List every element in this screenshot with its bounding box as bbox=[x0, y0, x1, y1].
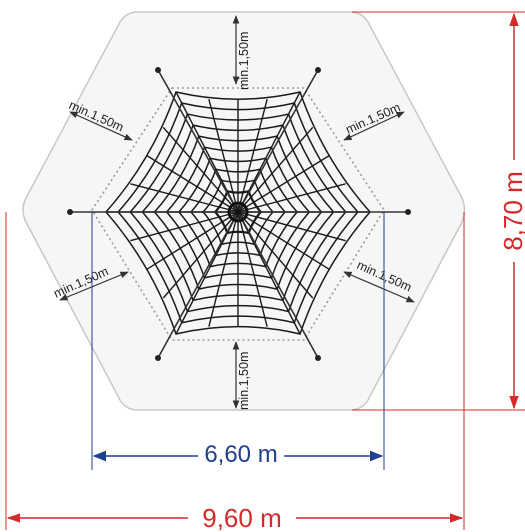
net-radial-rope bbox=[208, 99, 239, 213]
net-radial-rope bbox=[130, 183, 239, 213]
clearance-arrows bbox=[59, 15, 415, 409]
net-radial-rope bbox=[175, 91, 239, 213]
net-radial-rope bbox=[237, 211, 314, 299]
outer-height-label: 8,70 m bbox=[498, 171, 525, 251]
net-radial-rope bbox=[162, 211, 239, 299]
outer-width-label: 9,60 m bbox=[202, 503, 282, 532]
inner-width-label: 6,60 m bbox=[204, 441, 277, 468]
net-radial-rope bbox=[130, 211, 239, 242]
equipment-footprint-dotted bbox=[91, 87, 385, 341]
inner-width-dimension bbox=[91, 212, 385, 470]
center-ring bbox=[227, 201, 249, 223]
net-radial-rope bbox=[162, 126, 239, 213]
outer-height-dimension bbox=[352, 11, 525, 411]
net-radial-rope bbox=[146, 211, 239, 270]
net-radial-rope bbox=[146, 155, 239, 213]
outer-width-dimension bbox=[5, 212, 465, 530]
net-radial-rope bbox=[237, 211, 268, 327]
mast-anchors bbox=[67, 67, 411, 361]
clearance-label-bottom: min.1,50m bbox=[237, 352, 251, 410]
net-radial-rope bbox=[237, 155, 330, 213]
net-radial-rope bbox=[237, 126, 314, 213]
net-radial-rope bbox=[237, 99, 268, 213]
mast-arms bbox=[70, 69, 408, 359]
net-radial-rope bbox=[237, 91, 301, 213]
net-radial-rope bbox=[237, 211, 330, 270]
net-radial-rope bbox=[208, 211, 239, 327]
net-radial-rope bbox=[237, 183, 346, 213]
clearance-label-top: min.1,50m bbox=[237, 32, 251, 90]
net-radial-rope bbox=[237, 211, 346, 242]
